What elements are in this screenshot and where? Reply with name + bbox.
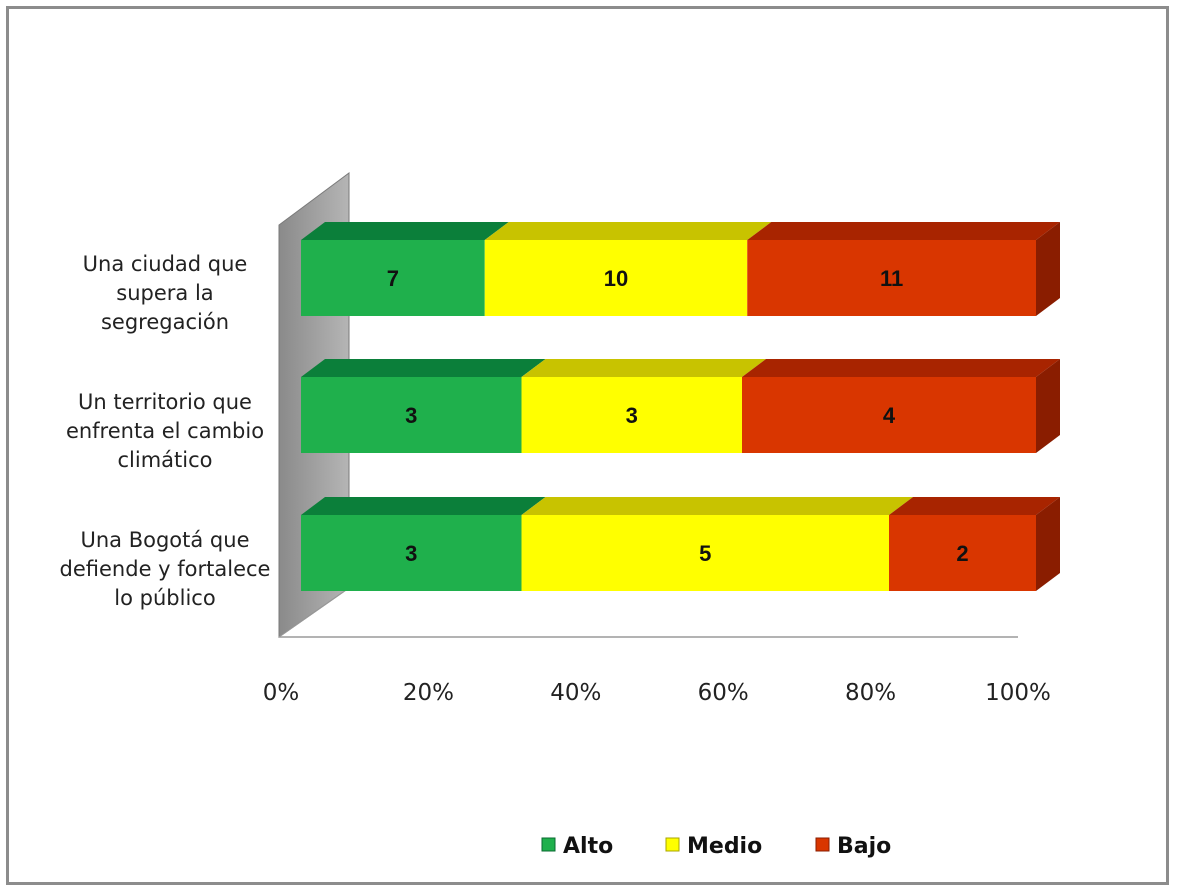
bar-top-alto-1 bbox=[301, 359, 546, 377]
legend-label-alto: Alto bbox=[563, 834, 613, 859]
x-tick-labels: 0% 20% 40% 60% 80% 100% bbox=[263, 680, 1051, 706]
legend-swatch-alto bbox=[541, 837, 556, 852]
category-label-line-1-2: climático bbox=[117, 448, 212, 472]
bar-top-medio-0 bbox=[484, 222, 772, 240]
legend-label-medio: Medio bbox=[687, 834, 762, 859]
bar-top-bajo-1 bbox=[742, 359, 1060, 377]
bar-side-1 bbox=[1036, 359, 1060, 453]
bar-bajo-0 bbox=[747, 240, 1036, 316]
category-label-1: Un territorio que enfrenta el cambio climá… bbox=[66, 390, 264, 472]
x-tick-label-1: 20% bbox=[403, 680, 454, 706]
data-label-bajo-1: 4 bbox=[883, 403, 896, 428]
bar-side-0 bbox=[1036, 222, 1060, 316]
data-label-alto-0: 7 bbox=[387, 266, 399, 291]
x-tick-label-4: 80% bbox=[845, 680, 896, 706]
bar-alto-0 bbox=[301, 240, 485, 316]
bar-top-alto-0 bbox=[301, 222, 509, 240]
category-label-0: Una ciudad que supera la segregación bbox=[83, 252, 248, 334]
x-tick-label-5: 100% bbox=[985, 680, 1051, 706]
data-label-medio-1: 3 bbox=[626, 403, 638, 428]
bar-top-bajo-2 bbox=[889, 497, 1060, 515]
bar-bajo-2 bbox=[889, 515, 1036, 591]
x-tick-label-3: 60% bbox=[698, 680, 749, 706]
legend-swatch-bajo bbox=[815, 837, 830, 852]
category-label-line-2-1: defiende y fortalece bbox=[60, 557, 271, 581]
category-label-2: Una Bogotá que defiende y fortalece lo púb… bbox=[60, 528, 271, 610]
bar-top-alto-2 bbox=[301, 497, 546, 515]
category-label-line-2-2: lo público bbox=[114, 586, 215, 610]
data-label-alto-2: 3 bbox=[405, 541, 417, 566]
data-label-medio-0: 10 bbox=[604, 266, 628, 291]
x-tick-label-2: 40% bbox=[550, 680, 601, 706]
bar-alto-1 bbox=[301, 377, 522, 453]
x-axis bbox=[278, 587, 1018, 638]
bar-medio-2 bbox=[521, 515, 889, 591]
bar-top-medio-1 bbox=[521, 359, 766, 377]
legend: Alto Medio Bajo bbox=[541, 834, 891, 859]
category-label-line-1-1: enfrenta el cambio bbox=[66, 419, 264, 443]
bar-side-2 bbox=[1036, 497, 1060, 591]
category-label-line-2-0: Una Bogotá que bbox=[81, 528, 250, 552]
data-label-alto-1: 3 bbox=[405, 403, 417, 428]
legend-swatch-medio bbox=[665, 837, 680, 852]
bars bbox=[301, 222, 1060, 591]
bar-alto-2 bbox=[301, 515, 522, 591]
bar-top-bajo-0 bbox=[747, 222, 1060, 240]
category-label-line-0-0: Una ciudad que bbox=[83, 252, 248, 276]
legend-label-bajo: Bajo bbox=[837, 834, 891, 859]
bar-bajo-1 bbox=[742, 377, 1036, 453]
bar-medio-0 bbox=[484, 240, 748, 316]
category-labels: Una ciudad que supera la segregación Un ter… bbox=[60, 252, 271, 610]
category-label-line-0-1: supera la bbox=[116, 281, 213, 305]
data-label-bajo-0: 11 bbox=[880, 266, 903, 291]
bar-top-medio-2 bbox=[521, 497, 913, 515]
category-label-line-1-0: Un territorio que bbox=[78, 390, 252, 414]
data-label-medio-2: 5 bbox=[699, 541, 711, 566]
x-tick-label-0: 0% bbox=[263, 680, 300, 706]
data-label-bajo-2: 2 bbox=[956, 541, 968, 566]
category-label-line-0-2: segregación bbox=[101, 310, 229, 334]
bar-medio-1 bbox=[521, 377, 742, 453]
data-labels: 7 10 11 3 3 4 3 5 2 bbox=[387, 266, 969, 566]
floor-edge-line bbox=[278, 587, 350, 638]
